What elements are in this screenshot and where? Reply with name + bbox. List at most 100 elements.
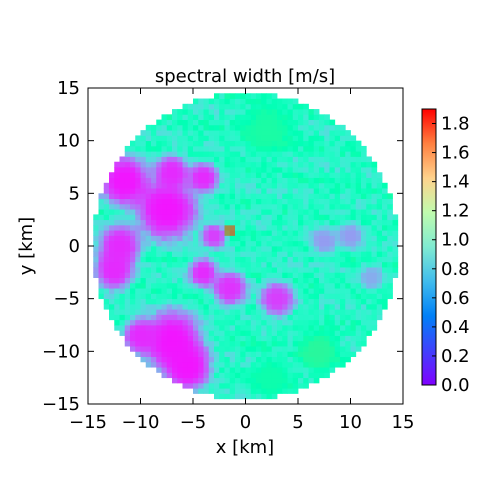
heatmap-cell (130, 251, 136, 257)
heatmap-cell (203, 277, 210, 284)
heatmap-cell (130, 177, 136, 184)
heatmap-cell (224, 172, 231, 178)
heatmap-cell (124, 209, 131, 215)
heatmap-cell (371, 298, 378, 305)
heatmap-cell (355, 224, 362, 231)
heatmap-cell (182, 319, 189, 326)
heatmap-cell (340, 188, 346, 194)
heatmap-cell (298, 167, 304, 173)
heatmap-cell (166, 330, 173, 336)
heatmap-cell (145, 214, 152, 221)
heatmap-cell (119, 224, 126, 231)
heatmap-cell (287, 145, 294, 152)
heatmap-cell (219, 393, 225, 400)
heatmap-cell (324, 140, 330, 147)
heatmap-cell (313, 335, 320, 342)
heatmap-cell (245, 177, 252, 184)
heatmap-cell (313, 309, 320, 315)
heatmap-cell (298, 246, 304, 252)
heatmap-cell (261, 161, 267, 168)
heatmap-cell (140, 224, 147, 231)
heatmap-cell (261, 346, 267, 352)
heatmap-cell (366, 240, 372, 247)
heatmap-cell (282, 161, 288, 168)
heatmap-cell (240, 251, 246, 257)
heatmap-cell (240, 182, 246, 189)
heatmap-cell (193, 251, 199, 257)
heatmap-cell (250, 98, 257, 105)
heatmap-cell (271, 319, 278, 326)
heatmap-cell (224, 109, 231, 115)
heatmap-cell (172, 325, 178, 331)
heatmap-cell (324, 361, 330, 368)
heatmap-cell (151, 246, 157, 252)
heatmap-cell (208, 377, 215, 384)
heatmap-cell (124, 235, 131, 242)
heatmap-cell (193, 172, 199, 178)
heatmap-cell (172, 314, 178, 321)
heatmap-cell (151, 167, 157, 173)
heatmap-cell (266, 325, 273, 331)
heatmap-cell (245, 382, 252, 389)
heatmap-cell (245, 140, 252, 147)
heatmap-cell (166, 182, 173, 189)
heatmap-cell (145, 293, 152, 300)
heatmap-cell (303, 203, 309, 210)
heatmap-cell (366, 224, 372, 231)
heatmap-cell (187, 219, 194, 226)
heatmap-cell (161, 319, 168, 326)
heatmap-cell (240, 361, 246, 368)
heatmap-cell (355, 188, 362, 194)
heatmap-cell (208, 188, 215, 194)
heatmap-cell (250, 224, 257, 231)
heatmap-cell (156, 177, 162, 184)
heatmap-cell (240, 351, 246, 357)
heatmap-cell (350, 330, 357, 336)
heatmap-cell (161, 235, 168, 242)
heatmap-cell (177, 351, 183, 357)
heatmap-cell (340, 240, 346, 247)
heatmap-cell (340, 256, 346, 263)
heatmap-cell (140, 135, 147, 142)
heatmap-cell (130, 325, 136, 331)
heatmap-cell (219, 124, 225, 131)
heatmap-cell (282, 340, 288, 347)
heatmap-cell (214, 193, 220, 199)
heatmap-cell (371, 177, 378, 184)
heatmap-cell (371, 230, 378, 236)
heatmap-cell (340, 335, 346, 342)
heatmap-cell (235, 240, 241, 247)
heatmap-cell (198, 340, 204, 347)
heatmap-cell (98, 282, 105, 289)
heatmap-cell (313, 372, 320, 379)
heatmap-cell (366, 261, 372, 268)
heatmap-cell (114, 309, 120, 315)
heatmap-cell (287, 167, 294, 173)
heatmap-cell (240, 372, 246, 379)
heatmap-cell (345, 156, 351, 163)
heatmap-cell (224, 314, 231, 321)
heatmap-cell (240, 267, 246, 273)
heatmap-cell (266, 151, 273, 157)
heatmap-cell (298, 103, 304, 110)
heatmap-cell (193, 356, 199, 363)
heatmap-cell (313, 240, 320, 247)
heatmap-cell (229, 203, 236, 210)
heatmap-cell (371, 272, 378, 278)
heatmap-cell (219, 135, 225, 142)
heatmap-cell (308, 330, 315, 336)
heatmap-cell (298, 119, 304, 126)
heatmap-cell (303, 209, 309, 215)
heatmap-cell (366, 272, 372, 278)
heatmap-cell (182, 246, 189, 252)
heatmap-cell (287, 224, 294, 231)
heatmap-cell (124, 267, 131, 273)
heatmap-cell (208, 167, 215, 173)
heatmap-cell (313, 214, 320, 221)
heatmap-cell (193, 282, 199, 289)
heatmap-cell (287, 172, 294, 178)
heatmap-cell (277, 361, 283, 368)
heatmap-cell (266, 156, 273, 163)
heatmap-cell (340, 214, 346, 221)
